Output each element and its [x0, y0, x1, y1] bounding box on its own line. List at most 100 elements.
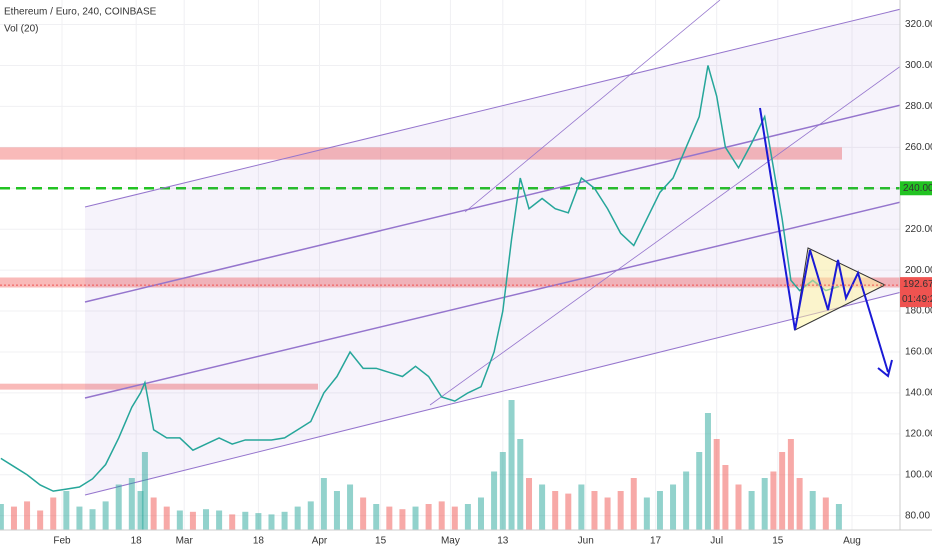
volume-bar — [499, 452, 506, 530]
price-axis — [900, 0, 932, 550]
level-label: 240.00 — [903, 183, 932, 194]
volume-bar — [307, 501, 314, 530]
x-tick-label: 17 — [650, 536, 662, 547]
volume-bar — [604, 497, 611, 530]
volume-bar — [796, 478, 803, 530]
y-tick-label: 160.00 — [905, 347, 932, 358]
volume-bar — [464, 504, 471, 530]
y-tick-label: 200.00 — [905, 265, 932, 276]
chart-title: Ethereum / Euro, 240, COINBASE — [4, 7, 157, 18]
volume-bar — [294, 506, 301, 530]
x-tick-label: 15 — [375, 536, 387, 547]
volume-bar — [770, 471, 777, 530]
volume-bar — [399, 509, 406, 530]
volume-bar — [386, 506, 393, 530]
volume-bar — [216, 510, 223, 530]
indicator-label: Vol (20) — [4, 24, 38, 35]
zones — [0, 147, 900, 390]
volume-bar — [347, 484, 354, 530]
volume-bar — [360, 497, 367, 530]
volume-bar — [137, 491, 144, 530]
x-tick-label: Jun — [578, 536, 594, 547]
y-tick-label: 300.00 — [905, 60, 932, 71]
volume-bar — [735, 484, 742, 530]
y-tick-label: 120.00 — [905, 428, 932, 439]
volume-bar — [89, 509, 96, 530]
y-tick-label: 320.00 — [905, 19, 932, 30]
volume-bar — [163, 506, 170, 530]
countdown-label: 01:49:22 — [902, 294, 932, 305]
volume-bar — [24, 501, 31, 530]
y-tick-label: 140.00 — [905, 388, 932, 399]
volume-bar — [102, 501, 109, 530]
volume-bar — [713, 439, 720, 530]
volume-bar — [141, 452, 148, 530]
volume-bar — [517, 439, 524, 530]
volume-bar — [10, 506, 17, 530]
channel-line — [84, 97, 931, 303]
volume-bar — [656, 491, 663, 530]
volume-bar — [320, 478, 327, 530]
volume-bar — [477, 497, 484, 530]
volume-bar — [704, 413, 711, 530]
volume-bar — [333, 491, 340, 530]
channel-line — [84, 194, 931, 399]
channel-fill — [85, 2, 930, 495]
volume-bar — [128, 478, 135, 530]
volume-bar — [630, 478, 637, 530]
volume-bar — [373, 504, 380, 530]
volume-bar — [578, 484, 585, 530]
y-tick-label: 80.00 — [905, 510, 930, 521]
volume-bar — [809, 491, 816, 530]
arrow-head — [877, 359, 893, 378]
volume-bar — [189, 511, 196, 530]
volume-bar — [761, 478, 768, 530]
volume-bar — [242, 511, 249, 530]
price-tag — [900, 277, 932, 308]
volume-bar — [617, 491, 624, 530]
y-tick-label: 180.00 — [905, 306, 932, 317]
volume-bar — [835, 504, 842, 530]
volume-bar — [565, 493, 572, 530]
x-tick-label: May — [441, 536, 460, 547]
volume-bar — [229, 514, 236, 530]
volume-bar — [591, 491, 598, 530]
x-tick-label: Aug — [843, 536, 861, 547]
data — [0, 65, 842, 530]
x-tick-label: Mar — [176, 536, 194, 547]
volume-bar — [552, 491, 559, 530]
x-tick-label: 15 — [772, 536, 784, 547]
volume-bar — [115, 484, 122, 530]
zone — [0, 383, 318, 390]
volume-bar — [779, 452, 786, 530]
last-price-label: 192.67 — [903, 279, 932, 290]
channel-line — [84, 1, 931, 208]
volume-bar — [0, 504, 4, 530]
volume-bar — [268, 514, 275, 530]
x-tick-label: Apr — [312, 536, 328, 547]
volume-bar — [50, 497, 57, 530]
price-line — [0, 65, 840, 492]
volume-bar — [281, 511, 288, 530]
volume-bar — [696, 452, 703, 530]
x-tick-label: 18 — [131, 536, 143, 547]
volume-bar — [255, 513, 262, 530]
y-tick-label: 220.00 — [905, 224, 932, 235]
x-tick-label: Jul — [710, 536, 723, 547]
y-tick-label: 100.00 — [905, 469, 932, 480]
x-tick-label: 13 — [497, 536, 509, 547]
volume-bar — [722, 465, 729, 530]
volume-bar — [37, 510, 44, 530]
volume-bar — [425, 504, 432, 530]
trend-line — [464, 0, 721, 213]
zone — [0, 147, 842, 160]
volume-bar — [438, 501, 445, 530]
volume-bar — [822, 497, 829, 530]
volume-bar — [150, 497, 157, 530]
volume-bar — [451, 506, 458, 530]
volume-bar — [508, 400, 515, 530]
volume-bar — [176, 510, 183, 530]
y-tick-label: 280.00 — [905, 101, 932, 112]
volume-bar — [683, 471, 690, 530]
